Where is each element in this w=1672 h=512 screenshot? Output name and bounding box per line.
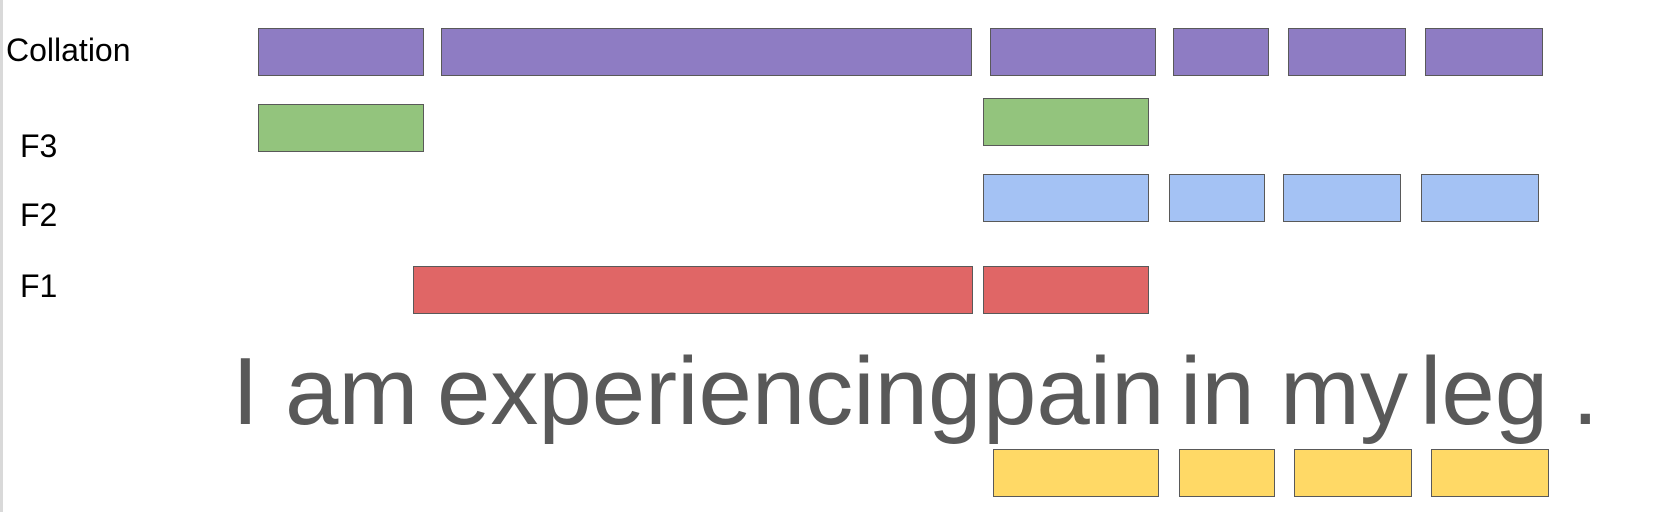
f3-bar-i (258, 104, 424, 152)
f2-bar-in (1169, 174, 1265, 222)
f1-bar-pain (983, 266, 1149, 314)
collation-bar-i (258, 28, 424, 76)
word-am: am (285, 338, 418, 445)
highlight-bar-in (1179, 449, 1275, 497)
word-experiencing: experiencing (437, 338, 981, 445)
left-edge-divider (0, 0, 3, 512)
f3-bar-pain (983, 98, 1149, 146)
word-pain: pain (983, 338, 1165, 445)
f1-bar-am-experiencing (413, 266, 973, 314)
word-in: in (1180, 338, 1255, 445)
highlight-bar-pain (993, 449, 1159, 497)
f2-bar-leg (1421, 174, 1539, 222)
word-i: I (232, 338, 259, 445)
highlight-bar-leg (1431, 449, 1549, 497)
highlight-bar-my (1294, 449, 1412, 497)
collation-bar-in (1173, 28, 1269, 76)
collation-bar-leg (1425, 28, 1543, 76)
f2-bar-my (1283, 174, 1401, 222)
svg-text:I am experiencing: I am experiencing pain in my leg . (232, 338, 1599, 445)
f2-bar-pain (983, 174, 1149, 222)
word-my: my (1280, 338, 1408, 445)
collation-bar-pain (990, 28, 1156, 76)
word-leg: leg (1420, 338, 1548, 445)
row-label-collation: Collation (6, 32, 131, 68)
word-period: . (1572, 338, 1599, 445)
row-label-f2: F2 (20, 197, 58, 233)
collation-bar-my (1288, 28, 1406, 76)
row-label-f1: F1 (20, 268, 58, 304)
collation-bar-am-experiencing (441, 28, 972, 76)
row-label-f3: F3 (20, 128, 58, 164)
